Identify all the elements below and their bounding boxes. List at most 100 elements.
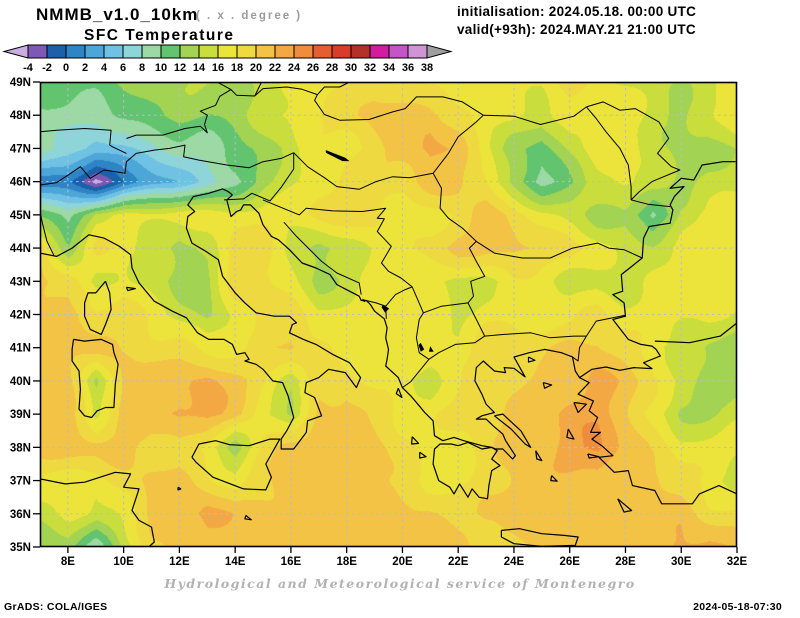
coastlines-and-borders	[40, 82, 737, 547]
colorbar-band	[198, 44, 219, 59]
lat-axis-label: 35N	[10, 542, 31, 554]
country-border	[432, 173, 477, 242]
lat-axis-label: 44N	[10, 243, 31, 255]
colorbar-tick-label: 18	[231, 62, 243, 74]
coastline	[500, 528, 579, 547]
lat-axis-label: 49N	[10, 77, 31, 89]
lat-axis-label: 43N	[10, 276, 31, 288]
lake	[418, 342, 425, 352]
coastline	[577, 377, 737, 505]
coastline	[573, 401, 588, 414]
lat-axis-label: 46N	[10, 177, 31, 189]
coastline	[83, 280, 112, 335]
colorbar-band	[407, 44, 428, 59]
lon-axis-label: 20E	[392, 556, 413, 568]
lat-axis-label: 41N	[10, 343, 31, 355]
lat-axis-label: 36N	[10, 509, 31, 521]
colorbar-tick-label: 32	[364, 62, 376, 74]
colorbar-band	[274, 44, 295, 59]
axes: 49N 48N 47N 46N 45N 44N 43N 42N 41N 40N 39N 38N 37N 3…	[10, 77, 748, 568]
colorbar-band	[103, 44, 124, 59]
lon-axis-label: 12E	[169, 556, 190, 568]
coastline	[494, 413, 532, 448]
colorbar-tick-label: 38	[421, 62, 433, 74]
colorbar-band	[350, 44, 371, 59]
coastline	[125, 286, 136, 292]
country-border	[586, 101, 681, 201]
service-credit: Hydrological and Meteorological service …	[164, 576, 636, 591]
colorbar-band	[179, 44, 200, 59]
colorbar-tick-label: 26	[307, 62, 319, 74]
coastline	[71, 338, 119, 419]
coastline	[191, 438, 281, 491]
colorbar-band	[293, 44, 314, 59]
lon-axis-label: 24E	[504, 556, 525, 568]
colorbar-band	[388, 44, 409, 59]
country-border	[254, 82, 263, 97]
lon-axis-label: 22E	[448, 556, 469, 568]
creation-timestamp: 2024-05-18-07:30	[693, 601, 782, 613]
country-border	[40, 144, 294, 186]
valid-time: valid(+93h): 2024.MAY.21 21:00 UTC	[457, 22, 696, 37]
lon-axis-label: 28E	[615, 556, 636, 568]
colorbar-band	[369, 44, 390, 59]
colorbar-band	[122, 44, 143, 59]
coastline	[535, 450, 543, 462]
colorbar-tick-label: -2	[42, 62, 52, 74]
coastline	[395, 387, 403, 399]
coastline	[177, 486, 182, 491]
colorbar-band	[217, 44, 238, 59]
country-border	[366, 286, 413, 307]
coastline	[527, 356, 536, 363]
colorbar-band	[160, 44, 181, 59]
lat-axis-label: 47N	[10, 143, 31, 155]
lon-axis-label: 30E	[671, 556, 692, 568]
country-border	[283, 221, 362, 295]
colorbar-tick-label: 0	[63, 62, 69, 74]
colorbar-tick-label: 4	[101, 62, 108, 74]
lon-axis-label: 8E	[61, 556, 75, 568]
lat-axis-label: 40N	[10, 376, 31, 388]
colorbar-band	[46, 44, 67, 59]
colorbar-tick-label: 16	[212, 62, 224, 74]
coastline	[617, 498, 633, 513]
colorbar-tick-label: -4	[23, 62, 34, 74]
colorbar-tick-label: 20	[250, 62, 262, 74]
coastline	[40, 471, 155, 547]
country-border	[570, 335, 587, 362]
country-border	[40, 128, 127, 154]
coastline	[550, 475, 558, 482]
lat-axis-label: 48N	[10, 110, 31, 122]
coastline	[566, 428, 575, 440]
model-title: NMMB_v1.0_10km	[36, 5, 199, 24]
lake	[325, 150, 350, 162]
country-border	[423, 302, 486, 360]
country-border	[317, 82, 350, 95]
coastline	[587, 453, 600, 459]
country-border	[483, 106, 587, 125]
country-border	[126, 86, 325, 139]
coastline	[244, 514, 252, 521]
lake	[428, 346, 434, 352]
country-border	[586, 106, 632, 200]
lake	[362, 298, 367, 303]
country-border	[484, 332, 587, 339]
colorbar-tick-label: 36	[402, 62, 414, 74]
country-border	[262, 199, 413, 288]
colorbar-tick-label: 8	[139, 62, 145, 74]
lat-axis-label: 39N	[10, 409, 31, 421]
coastline	[432, 441, 501, 500]
country-border	[223, 152, 295, 202]
colorbar-band	[331, 44, 352, 59]
coastline	[411, 436, 420, 445]
coastline	[654, 322, 737, 344]
country-border	[476, 240, 643, 259]
colorbar-tick-label: 12	[174, 62, 186, 74]
colorbar-tick-label: 28	[326, 62, 338, 74]
country-border	[630, 199, 671, 208]
colorbar-band	[236, 44, 257, 59]
colorbar-tick-label: 2	[82, 62, 88, 74]
country-border	[293, 114, 484, 190]
colorbar-band	[312, 44, 333, 59]
